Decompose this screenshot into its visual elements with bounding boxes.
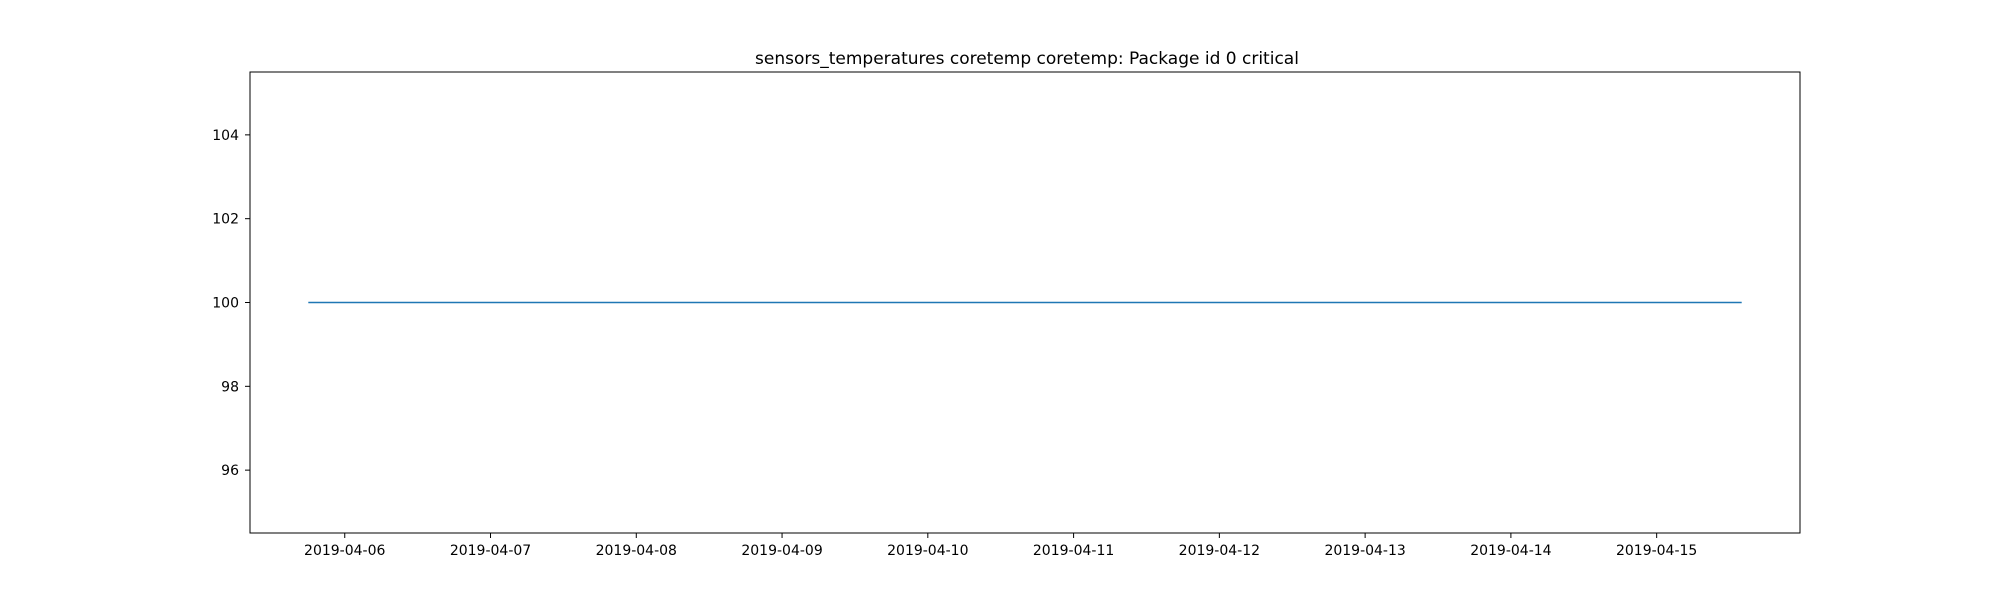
x-tick-label: 2019-04-10 [887,543,968,559]
plot-area [249,71,1801,534]
x-tick-label: 2019-04-11 [1033,543,1114,559]
y-tick-label: 104 [212,128,239,144]
x-tick-label: 2019-04-14 [1470,543,1551,559]
chart-title: sensors_temperatures coretemp coretemp: … [755,49,1299,69]
x-tick-label: 2019-04-07 [450,543,531,559]
y-axis: 96 98 100 102 104 [212,128,250,479]
x-axis: 2019-04-06 2019-04-07 2019-04-08 2019-04-09… [304,533,1697,559]
x-tick-label: 2019-04-15 [1616,543,1697,559]
y-tick-label: 100 [212,296,239,312]
x-tick-label: 2019-04-13 [1324,543,1405,559]
y-tick-label: 96 [221,463,239,479]
x-tick-label: 2019-04-09 [741,543,822,559]
y-tick-label: 98 [221,379,239,395]
x-tick-label: 2019-04-12 [1179,543,1260,559]
y-tick-label: 102 [212,212,239,228]
x-tick-label: 2019-04-06 [304,543,385,559]
x-tick-label: 2019-04-08 [596,543,677,559]
